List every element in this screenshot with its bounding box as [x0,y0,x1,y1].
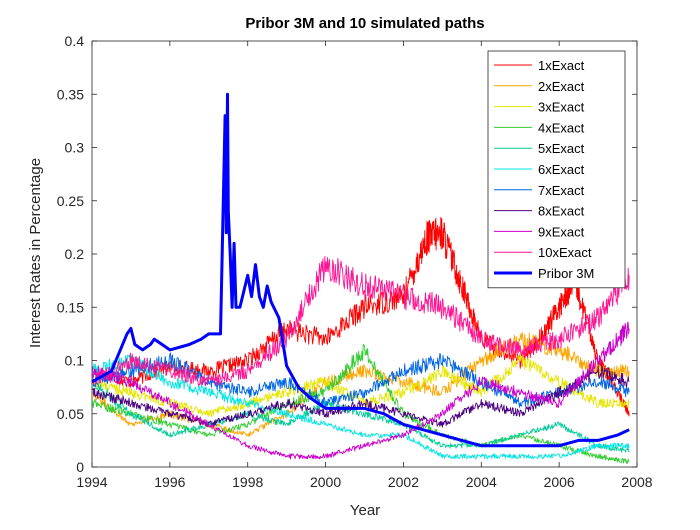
x-tick-label: 2002 [388,474,419,490]
y-tick-label: 0.15 [57,299,84,315]
x-tick-label: 1994 [76,474,107,490]
y-tick-label: 0.05 [57,406,84,422]
series-line-pribor-3m [91,92,630,448]
legend-label: 10xExact [538,245,592,260]
legend-label: 8xExact [538,204,585,219]
series-line-5xexact [91,376,630,453]
y-tick-label: 0.2 [65,246,85,262]
legend-label: 1xExact [538,58,585,73]
legend: 1xExact 2xExact 3xExact 4xExact 5xExact 6xExa… [487,50,626,289]
legend-label: 5xExact [538,141,585,156]
chart-title: Pribor 3M and 10 simulated paths [245,15,484,32]
x-tick-label: 2008 [621,474,652,490]
legend-label: 4xExact [538,120,585,135]
series-line-6xexact [91,354,630,460]
y-axis-label: Interest Rates in Percentage [27,158,44,348]
series-line-1xexact [91,216,630,417]
y-tick-label: 0.25 [57,193,84,209]
legend-label: 6xExact [538,162,585,177]
legend-label: 7xExact [538,183,585,198]
y-tick-label: 0 [76,459,84,475]
x-tick-label: 2000 [310,474,341,490]
legend-label: 9xExact [538,224,585,239]
x-tick-label: 1996 [154,474,185,490]
x-tick-label: 2006 [544,474,575,490]
series-line-4xexact [91,343,630,465]
x-tick-label: 1998 [232,474,263,490]
y-tick-label: 0.35 [57,86,84,102]
plot-area [91,92,630,465]
x-tick-label: 2004 [466,474,497,490]
series-line-8xexact [91,365,630,428]
y-tick-label: 0.4 [65,33,85,49]
legend-label: 2xExact [538,79,585,94]
y-tick-label: 0.1 [65,353,85,369]
x-axis-label: Year [350,502,380,519]
axes: 1994 1996 1998 2000 2002 2004 2006 2008 0 0.05 0.1… [57,33,653,490]
series-line-10xexact [91,256,630,386]
series-line-9xexact [91,321,630,460]
legend-label: 3xExact [538,100,585,115]
legend-label: Pribor 3M [538,266,594,281]
series-line-2xexact [91,331,630,437]
y-tick-label: 0.3 [65,140,85,156]
